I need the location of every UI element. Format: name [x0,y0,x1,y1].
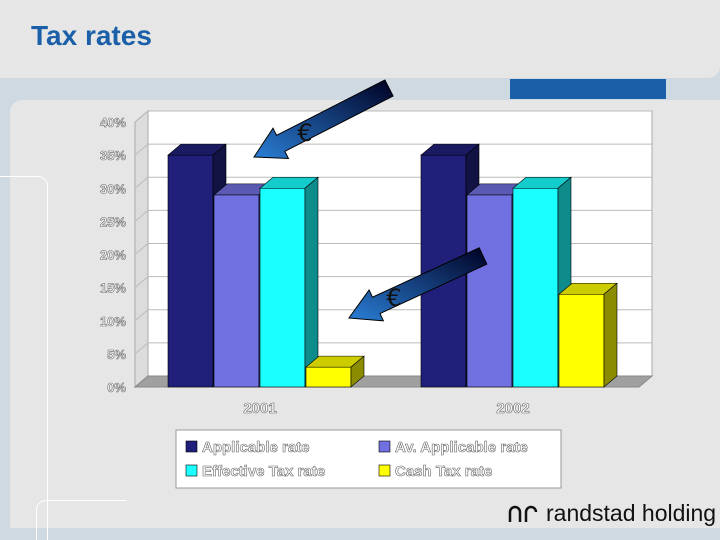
gridline [134,342,149,355]
x-tick-label: 2002 [496,400,529,417]
legend-swatch [378,464,391,477]
euro-arrow-icon [253,79,394,160]
bar-front [259,187,306,388]
y-tick-label: 15% [100,281,126,296]
y-tick-label: 20% [100,248,126,263]
accent-bar [510,79,666,99]
euro-label: € [386,284,401,312]
y-tick-label: 5% [107,347,126,362]
decorative-line [0,176,48,540]
gridline [134,243,149,255]
bar [305,355,365,388]
gridline [134,276,149,289]
logo-text: randstad holding [546,500,717,526]
gridline [134,110,149,123]
euro-arrow-icon [348,247,488,322]
bar-side [350,355,365,388]
legend: Applicable rate Av. Applicable rate Effect… [175,429,562,489]
legend-label: Effective Tax rate [202,463,325,480]
y-tick-label: 35% [100,148,126,163]
legend-swatch [185,464,198,477]
gridline [134,176,149,189]
legend-label: Cash Tax rate [395,463,492,480]
legend-swatch [378,440,391,453]
gridline [134,143,149,156]
gridline [134,209,149,222]
euro-label: € [297,119,312,147]
y-tick-label: 25% [100,214,126,229]
decorative-line [36,500,126,540]
bar-front [512,187,559,388]
bar [259,176,319,388]
bar-front [558,293,605,388]
page-title: Tax rates [31,20,152,51]
legend-label: Av. Applicable rate [395,439,528,456]
x-tick-label: 2001 [243,400,276,417]
legend-box [175,429,562,489]
bar-front [167,154,214,388]
bar [558,282,618,388]
bar-side [304,176,319,388]
bar-front [213,194,260,388]
y-tick-label: 0% [107,380,126,395]
randstad-logo: randstad holding [508,500,716,527]
bar-front [466,194,513,388]
y-tick-label: 40% [100,115,126,130]
gridline [134,309,149,322]
header-panel: Tax rates [0,0,720,78]
bar-side [603,282,618,388]
randstad-logo-icon [508,505,538,522]
legend-label: Applicable rate [202,439,310,456]
legend-swatch [185,440,198,453]
y-tick-label: 10% [100,314,126,329]
bar-front [305,366,352,388]
y-tick-label: 30% [100,181,126,196]
